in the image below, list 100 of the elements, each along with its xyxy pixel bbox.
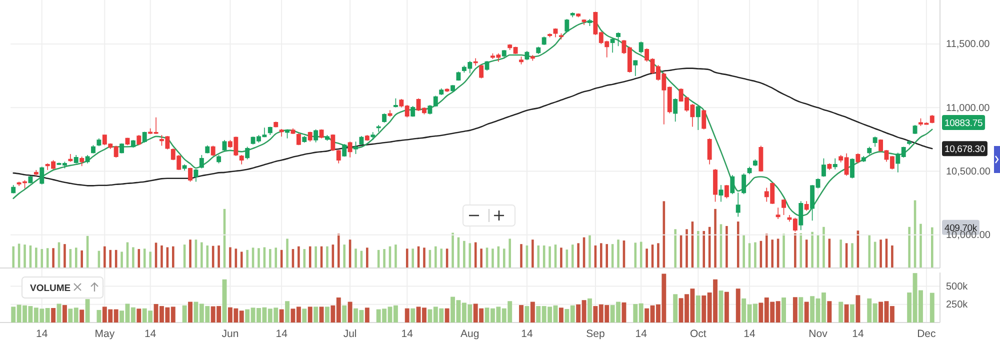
candlestick	[776, 207, 780, 220]
bar	[182, 305, 187, 322]
candlestick	[285, 129, 290, 139]
bar	[804, 302, 809, 322]
candlestick	[28, 176, 33, 184]
bar	[325, 306, 330, 322]
candlestick	[582, 18, 586, 26]
x-tick-label: May	[94, 328, 116, 340]
x-tick-label: Jul	[343, 328, 357, 340]
y-tick-label: 500k	[946, 281, 969, 292]
candlestick	[673, 98, 678, 122]
bar	[364, 308, 370, 322]
candlestick	[782, 199, 786, 216]
candlestick	[142, 131, 147, 144]
candlestick	[542, 36, 546, 46]
candlestick	[188, 167, 192, 182]
candlestick	[502, 50, 506, 58]
candlestick	[308, 131, 312, 142]
bar	[222, 279, 227, 322]
x-tick-label: Dec	[917, 328, 936, 340]
candlestick	[553, 28, 558, 38]
candlestick	[376, 124, 381, 132]
candlestick	[564, 18, 570, 32]
candlestick	[96, 138, 102, 146]
candlestick	[325, 134, 330, 142]
candlestick	[290, 128, 296, 134]
bar	[80, 310, 84, 322]
candlestick	[302, 136, 307, 144]
candlestick	[450, 84, 455, 92]
candlestick	[907, 140, 912, 146]
candlestick	[530, 54, 535, 62]
text: VOLUME	[30, 283, 71, 294]
candlestick	[718, 184, 724, 202]
candlestick	[588, 18, 592, 26]
candlestick	[11, 184, 16, 194]
candlestick	[354, 141, 358, 154]
candlestick	[638, 41, 644, 54]
bar	[792, 297, 798, 322]
x-tick-label: 14	[852, 328, 864, 340]
candlestick	[633, 60, 638, 76]
candlestick	[473, 58, 478, 66]
bar	[62, 305, 67, 322]
candlestick	[182, 164, 187, 172]
x-tick-label: 14	[36, 328, 48, 340]
bar	[530, 302, 535, 322]
candlestick	[742, 172, 746, 194]
candlestick	[364, 134, 370, 142]
x-tick-label: Nov	[808, 328, 828, 340]
candlestick	[747, 166, 752, 174]
bar	[558, 308, 564, 322]
candlestick	[245, 146, 250, 160]
bar	[850, 304, 854, 322]
candlestick	[912, 124, 918, 134]
candlestick	[867, 146, 872, 155]
candlestick	[730, 174, 735, 194]
bar	[444, 308, 450, 322]
x-tick-label: 14	[144, 328, 156, 340]
candlestick	[216, 154, 222, 164]
candlestick	[444, 88, 450, 92]
candlestick	[296, 132, 301, 146]
candlestick	[930, 114, 934, 124]
bar	[51, 308, 56, 322]
y-tick-label: 250k	[946, 300, 969, 311]
candlestick	[456, 71, 461, 82]
bar	[136, 308, 142, 322]
candlestick	[724, 184, 729, 199]
x-tick-label: Oct	[690, 328, 706, 340]
bar	[342, 305, 347, 322]
candlestick	[40, 166, 44, 185]
x-tick-label: Jun	[222, 328, 239, 340]
candlestick	[239, 154, 244, 165]
bar	[838, 302, 844, 322]
candlestick	[536, 46, 541, 54]
bar	[188, 302, 192, 322]
candlestick	[370, 132, 376, 140]
candlestick	[558, 32, 564, 40]
bar	[314, 306, 318, 322]
candlestick	[410, 106, 416, 118]
candlestick	[524, 50, 530, 60]
candlestick	[736, 192, 740, 218]
bar	[588, 298, 592, 322]
candlestick	[758, 145, 764, 172]
candlestick	[382, 112, 387, 124]
text: 10883.75	[944, 118, 983, 129]
bar	[96, 310, 102, 322]
candlestick	[210, 145, 216, 156]
candlestick	[359, 136, 364, 146]
bar	[696, 295, 700, 322]
candlestick	[348, 141, 352, 158]
bar	[519, 305, 524, 322]
y-tick-label: 11,500.00	[946, 39, 990, 50]
candlestick	[707, 138, 712, 165]
candlestick	[798, 200, 804, 230]
y-tick-label: 10,500.00	[946, 166, 991, 178]
candlestick	[199, 154, 204, 169]
candlestick	[696, 104, 700, 130]
text: 10,678.30	[944, 144, 985, 156]
candlestick	[330, 134, 336, 152]
candlestick	[205, 144, 210, 154]
candlestick	[268, 126, 272, 136]
